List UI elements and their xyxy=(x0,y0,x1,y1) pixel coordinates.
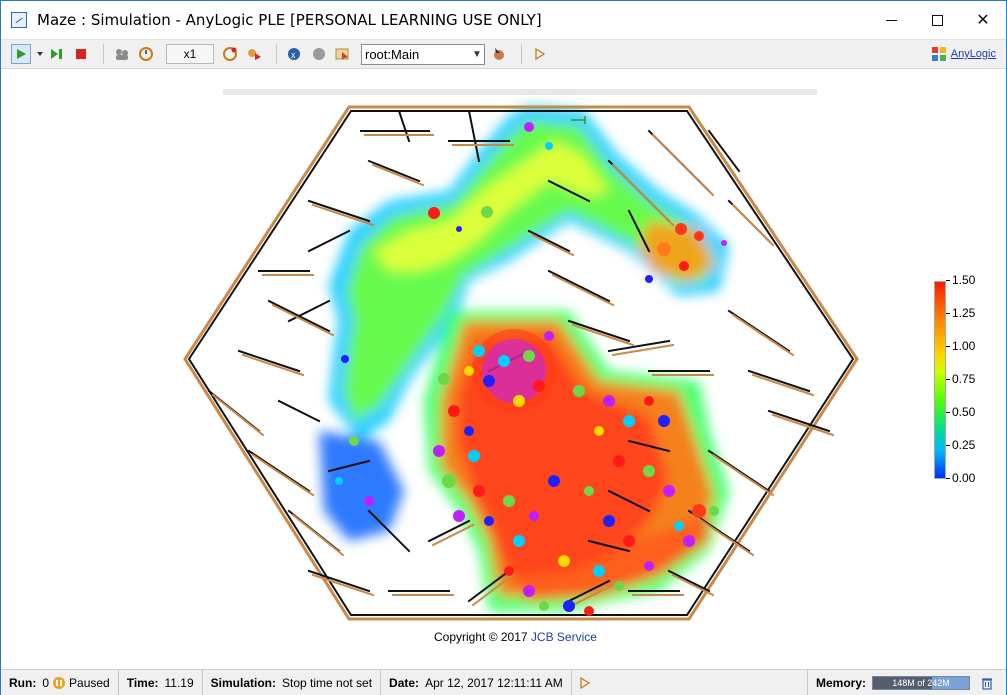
status-memory: Memory: 148M of 242M xyxy=(806,670,1006,695)
copyright-notice: Copyright © 2017 JCB Service xyxy=(434,630,597,644)
step-icon xyxy=(51,49,62,59)
experiment-button[interactable]: x xyxy=(285,44,305,64)
anylogic-app-icon xyxy=(11,12,27,28)
pointer-icon xyxy=(494,48,504,60)
memory-fill xyxy=(873,676,932,689)
legend-tick: 0.50 xyxy=(945,405,976,419)
run-state: Paused xyxy=(69,675,110,690)
toolbar-separator xyxy=(276,44,277,64)
paused-icon xyxy=(53,676,66,689)
maze-heatmap-view xyxy=(183,105,859,621)
simulation-canvas[interactable]: 1.50 1.25 1.00 0.75 0.50 0.25 0.00 Copyr… xyxy=(9,71,999,665)
legend-tick: 1.25 xyxy=(945,306,976,320)
anylogic-brand-link[interactable]: AnyLogic xyxy=(931,46,996,62)
memory-text: 148M of 242M xyxy=(892,677,950,688)
status-bar: Run: 0 Paused Time: 11.19 Simulation: St… xyxy=(1,669,1006,695)
speed-display: x1 xyxy=(166,44,214,64)
date-value: Apr 12, 2017 12:11:11 AM xyxy=(425,675,563,690)
close-button[interactable]: ✕ xyxy=(960,1,1006,39)
speed-down-button[interactable] xyxy=(136,44,156,64)
speed-up-button[interactable] xyxy=(220,44,240,64)
run-dropdown-button[interactable] xyxy=(35,44,45,64)
copyright-link[interactable]: JCB Service xyxy=(530,630,597,644)
run-value: 0 xyxy=(42,675,50,690)
anylogic-logo-icon xyxy=(931,47,946,61)
maximize-icon xyxy=(931,14,943,26)
model-button[interactable] xyxy=(309,44,329,64)
navigate-icon xyxy=(335,48,349,60)
stop-icon xyxy=(76,49,86,59)
agent-select[interactable]: root:Main ▼ xyxy=(361,43,485,65)
stop-button[interactable] xyxy=(71,44,91,64)
legend-tick: 1.00 xyxy=(945,339,976,353)
chevron-down-icon: ▼ xyxy=(472,48,482,60)
window-title: Maze : Simulation - AnyLogic PLE [PERSON… xyxy=(37,11,542,29)
status-simulation: Simulation: Stop time not set xyxy=(203,670,382,695)
model-icon xyxy=(313,48,325,60)
legend-color-bar xyxy=(934,281,946,479)
play-small-icon xyxy=(535,48,545,60)
legend-tick: 0.75 xyxy=(945,372,976,386)
fast-forward-icon xyxy=(248,49,261,60)
top-progress-track xyxy=(223,89,817,95)
memory-label: Memory: xyxy=(815,675,866,690)
copyright-text: Copyright © 2017 xyxy=(434,630,528,644)
simulation-value: Stop time not set xyxy=(282,675,373,690)
agent-dots xyxy=(335,122,727,616)
dropdown-arrow-icon xyxy=(37,52,43,56)
close-icon: ✕ xyxy=(976,12,990,29)
navigate-button[interactable] xyxy=(333,44,353,64)
fast-forward-button[interactable] xyxy=(244,44,264,64)
play-small-icon xyxy=(580,676,590,689)
simulation-label: Simulation: xyxy=(210,675,276,690)
svg-text:x: x xyxy=(291,50,296,60)
run-label: Run: xyxy=(9,675,37,690)
maximize-button[interactable] xyxy=(914,1,960,39)
agent-select-value: root:Main xyxy=(365,46,420,62)
title-bar: Maze : Simulation - AnyLogic PLE [PERSON… xyxy=(1,1,1006,39)
pointer-button[interactable] xyxy=(489,44,509,64)
speed-up-icon xyxy=(223,47,237,61)
trash-icon[interactable] xyxy=(980,676,994,690)
legend-tick: 1.50 xyxy=(945,273,976,287)
memory-bar: 148M of 242M xyxy=(872,675,970,690)
heatmap-layer xyxy=(319,106,729,611)
minimize-icon xyxy=(885,19,897,21)
toolbar-separator xyxy=(521,44,522,64)
maze-walls xyxy=(183,105,859,621)
toolbar-separator xyxy=(103,44,104,64)
agents-icon xyxy=(116,49,128,60)
date-label: Date: xyxy=(389,675,420,690)
run-icon xyxy=(17,49,26,59)
agents-button[interactable] xyxy=(112,44,132,64)
legend-tick: 0.25 xyxy=(945,438,976,452)
status-time: Time: 11.19 xyxy=(119,670,203,695)
play-small-button[interactable] xyxy=(530,44,550,64)
minimize-button[interactable] xyxy=(868,1,914,39)
status-run: Run: 0 Paused xyxy=(1,670,119,695)
maze-entrance-marker xyxy=(571,116,586,124)
legend-tick: 0.00 xyxy=(945,471,976,485)
simulation-toolbar: x1 x root:Main ▼ xyxy=(1,39,1006,69)
speed-down-icon xyxy=(139,47,153,61)
experiment-icon: x xyxy=(288,48,300,60)
status-date: Date: Apr 12, 2017 12:11:11 AM xyxy=(381,670,572,695)
time-label: Time: xyxy=(126,675,159,690)
time-value: 11.19 xyxy=(164,675,194,690)
step-button[interactable] xyxy=(47,44,67,64)
status-play-button[interactable] xyxy=(572,670,598,695)
run-button[interactable] xyxy=(11,44,31,64)
anylogic-link-text: AnyLogic xyxy=(950,48,996,60)
